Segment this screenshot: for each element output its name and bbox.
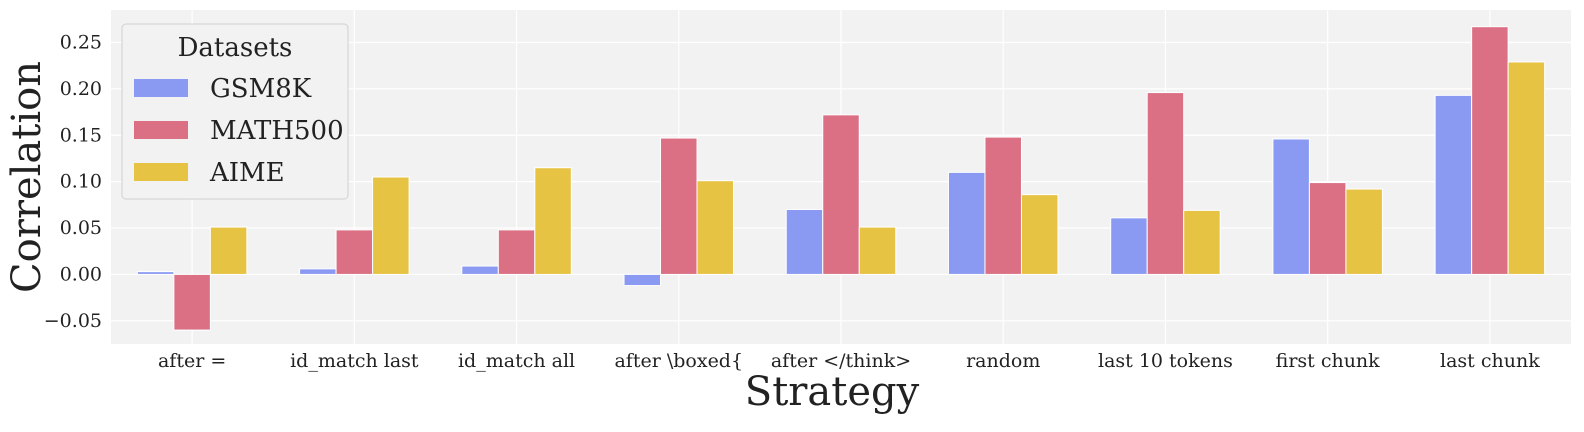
x-tick-label: after \boxed{	[614, 350, 743, 372]
bar-gsm8k-3	[623, 273, 662, 287]
bar-aime-4	[858, 226, 897, 275]
bar-math500-5	[984, 136, 1022, 275]
y-tick-labels: −0.05 0.00 0.05 0.10 0.15 0.20 0.25	[44, 31, 102, 331]
x-tick-label: id_match last	[290, 350, 419, 372]
x-tick-label: after </think>	[771, 350, 911, 372]
bar-aime-6	[1183, 209, 1221, 275]
bar-math500-4	[822, 114, 860, 275]
bar-aime-5	[1020, 194, 1059, 275]
y-axis-title: Correlation	[4, 61, 50, 293]
bar-gsm8k-5	[947, 171, 986, 275]
x-tick-label: after =	[158, 350, 226, 372]
bar-aime-0	[209, 226, 248, 275]
x-tick-label: random	[966, 350, 1040, 372]
legend-box	[121, 23, 349, 200]
x-tick-label: last 10 tokens	[1098, 350, 1233, 372]
y-tick-label: 0.05	[60, 217, 102, 239]
y-tick-label: −0.05	[44, 310, 102, 332]
legend-swatch-aime	[134, 163, 188, 181]
x-tick-label: last chunk	[1440, 350, 1540, 372]
bar-gsm8k-4	[785, 208, 824, 275]
bar-math500-6	[1146, 92, 1185, 275]
x-tick-label: id_match all	[458, 350, 575, 372]
bar-aime-7	[1345, 188, 1383, 275]
legend-label-math500: MATH500	[210, 116, 344, 146]
legend-label-aime: AIME	[209, 158, 285, 188]
legend-title: Datasets	[178, 33, 293, 63]
legend-label-gsm8k: GSM8K	[210, 74, 312, 104]
bar-gsm8k-2	[461, 265, 499, 275]
bar-aime-2	[534, 167, 572, 275]
bar-gsm8k-7	[1272, 138, 1310, 275]
y-tick-label: 0.20	[60, 78, 102, 100]
bar-aime-8	[1507, 61, 1546, 275]
bar-math500-2	[497, 229, 536, 275]
legend-swatch-gsm8k	[134, 79, 188, 97]
bar-math500-8	[1471, 26, 1509, 275]
bar-math500-0	[173, 273, 211, 331]
legend-swatch-math500	[134, 121, 188, 139]
legend-items: GSM8K MATH500 AIME	[134, 74, 344, 188]
x-tick-labels: after = id_match last id_match all after \b…	[158, 350, 1540, 372]
bars	[136, 26, 1546, 331]
bar-gsm8k-6	[1110, 217, 1148, 275]
bar-aime-3	[696, 180, 735, 275]
x-axis-title: Strategy	[745, 369, 920, 415]
bar-math500-3	[660, 137, 698, 275]
y-tick-label: 0.15	[60, 124, 102, 146]
bar-math500-7	[1308, 182, 1347, 275]
bar-gsm8k-8	[1434, 94, 1473, 275]
y-tick-label: 0.00	[60, 263, 102, 285]
bar-gsm8k-1	[299, 268, 337, 275]
bar-math500-1	[335, 229, 374, 275]
y-tick-label: 0.25	[60, 31, 102, 53]
bar-gsm8k-0	[136, 271, 175, 275]
x-tick-label: first chunk	[1276, 350, 1381, 372]
y-tick-label: 0.10	[60, 171, 102, 193]
bar-aime-1	[372, 176, 410, 275]
legend: Datasets GSM8K MATH500 AIME	[121, 23, 349, 200]
